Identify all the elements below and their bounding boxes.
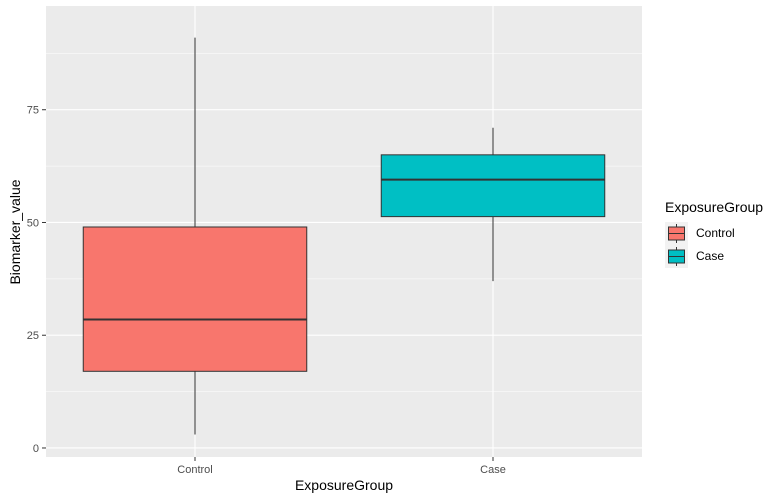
boxes: [82, 37, 606, 435]
legend-label: Control: [696, 226, 735, 240]
y-axis-ticks: 0 25 50 75: [27, 105, 46, 455]
box-case: [380, 127, 606, 282]
x-axis-ticks: Control Case: [177, 457, 506, 476]
box-body: [82, 226, 308, 372]
legend-label: Case: [696, 249, 724, 263]
x-tick-label: Case: [480, 464, 506, 476]
legend-key-case: Case: [665, 245, 724, 268]
y-tick-label: 50: [27, 217, 39, 229]
y-axis-title: Biomarker_value: [7, 179, 23, 284]
box-control: [82, 37, 308, 435]
legend-title: ExposureGroup: [665, 199, 763, 215]
y-tick-label: 0: [33, 443, 39, 455]
box-body: [380, 154, 606, 218]
x-tick-label: Control: [177, 464, 212, 476]
legend-key-control: Control: [665, 222, 735, 245]
y-tick-label: 75: [27, 105, 39, 117]
y-tick-label: 25: [27, 330, 39, 342]
legend: ExposureGroup Control Case: [665, 199, 763, 268]
x-axis-title: ExposureGroup: [295, 477, 393, 493]
